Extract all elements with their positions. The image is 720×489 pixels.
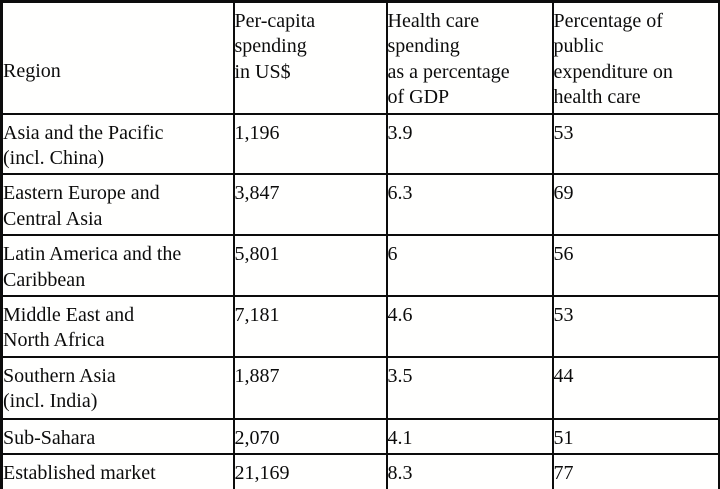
cell-gdp-pct: 4.6 xyxy=(385,294,554,358)
table-header: Region Per-capita spending in US$ Health… xyxy=(0,0,720,115)
cell-gdp-pct: 3.9 xyxy=(385,112,554,176)
column-header-per-capita-spending: Per-capita spending in US$ xyxy=(232,0,388,115)
cell-region: Middle East and North Africa xyxy=(0,294,235,358)
cell-public-pct: 44 xyxy=(551,355,720,420)
cell-public-pct: 77 xyxy=(551,453,720,489)
cell-gdp-pct: 6.3 xyxy=(385,173,554,237)
cell-per-capita: 5,801 xyxy=(232,234,388,297)
header-row: Region Per-capita spending in US$ Health… xyxy=(0,0,720,115)
table-row: Eastern Europe and Central Asia 3,847 6.… xyxy=(0,173,720,237)
cell-per-capita: 3,847 xyxy=(232,173,388,237)
cell-per-capita: 1,887 xyxy=(232,355,388,420)
table-row: Southern Asia (incl. India) 1,887 3.5 44 xyxy=(0,355,720,420)
column-header-gdp-percentage: Health care spending as a percentage of … xyxy=(385,0,554,115)
cell-gdp-pct: 8.3 xyxy=(385,453,554,489)
cell-region: Eastern Europe and Central Asia xyxy=(0,173,235,237)
cell-public-pct: 53 xyxy=(551,294,720,358)
cell-public-pct: 56 xyxy=(551,234,720,297)
table-row: Sub-Sahara 2,070 4.1 51 xyxy=(0,417,720,456)
column-header-region: Region xyxy=(0,0,235,115)
cell-region: Southern Asia (incl. India) xyxy=(0,355,235,420)
table-body: Asia and the Pacific (incl. China) 1,196… xyxy=(0,112,720,489)
table-row: Asia and the Pacific (incl. China) 1,196… xyxy=(0,112,720,176)
cell-public-pct: 69 xyxy=(551,173,720,237)
cell-region: Asia and the Pacific (incl. China) xyxy=(0,112,235,176)
cell-gdp-pct: 3.5 xyxy=(385,355,554,420)
table-row: Latin America and the Caribbean 5,801 6 … xyxy=(0,234,720,297)
cell-per-capita: 7,181 xyxy=(232,294,388,358)
table-row: Middle East and North Africa 7,181 4.6 5… xyxy=(0,294,720,358)
cell-public-pct: 53 xyxy=(551,112,720,176)
cell-per-capita: 2,070 xyxy=(232,417,388,456)
cell-per-capita: 21,169 xyxy=(232,453,388,489)
cell-region: Sub-Sahara xyxy=(0,417,235,456)
cell-region: Established market economies xyxy=(0,453,235,489)
cell-gdp-pct: 4.1 xyxy=(385,417,554,456)
table-row: Established market economies 21,169 8.3 … xyxy=(0,453,720,489)
cell-per-capita: 1,196 xyxy=(232,112,388,176)
cell-gdp-pct: 6 xyxy=(385,234,554,297)
column-header-public-expenditure: Percentage of public expenditure on heal… xyxy=(551,0,720,115)
cell-region: Latin America and the Caribbean xyxy=(0,234,235,297)
cell-public-pct: 51 xyxy=(551,417,720,456)
